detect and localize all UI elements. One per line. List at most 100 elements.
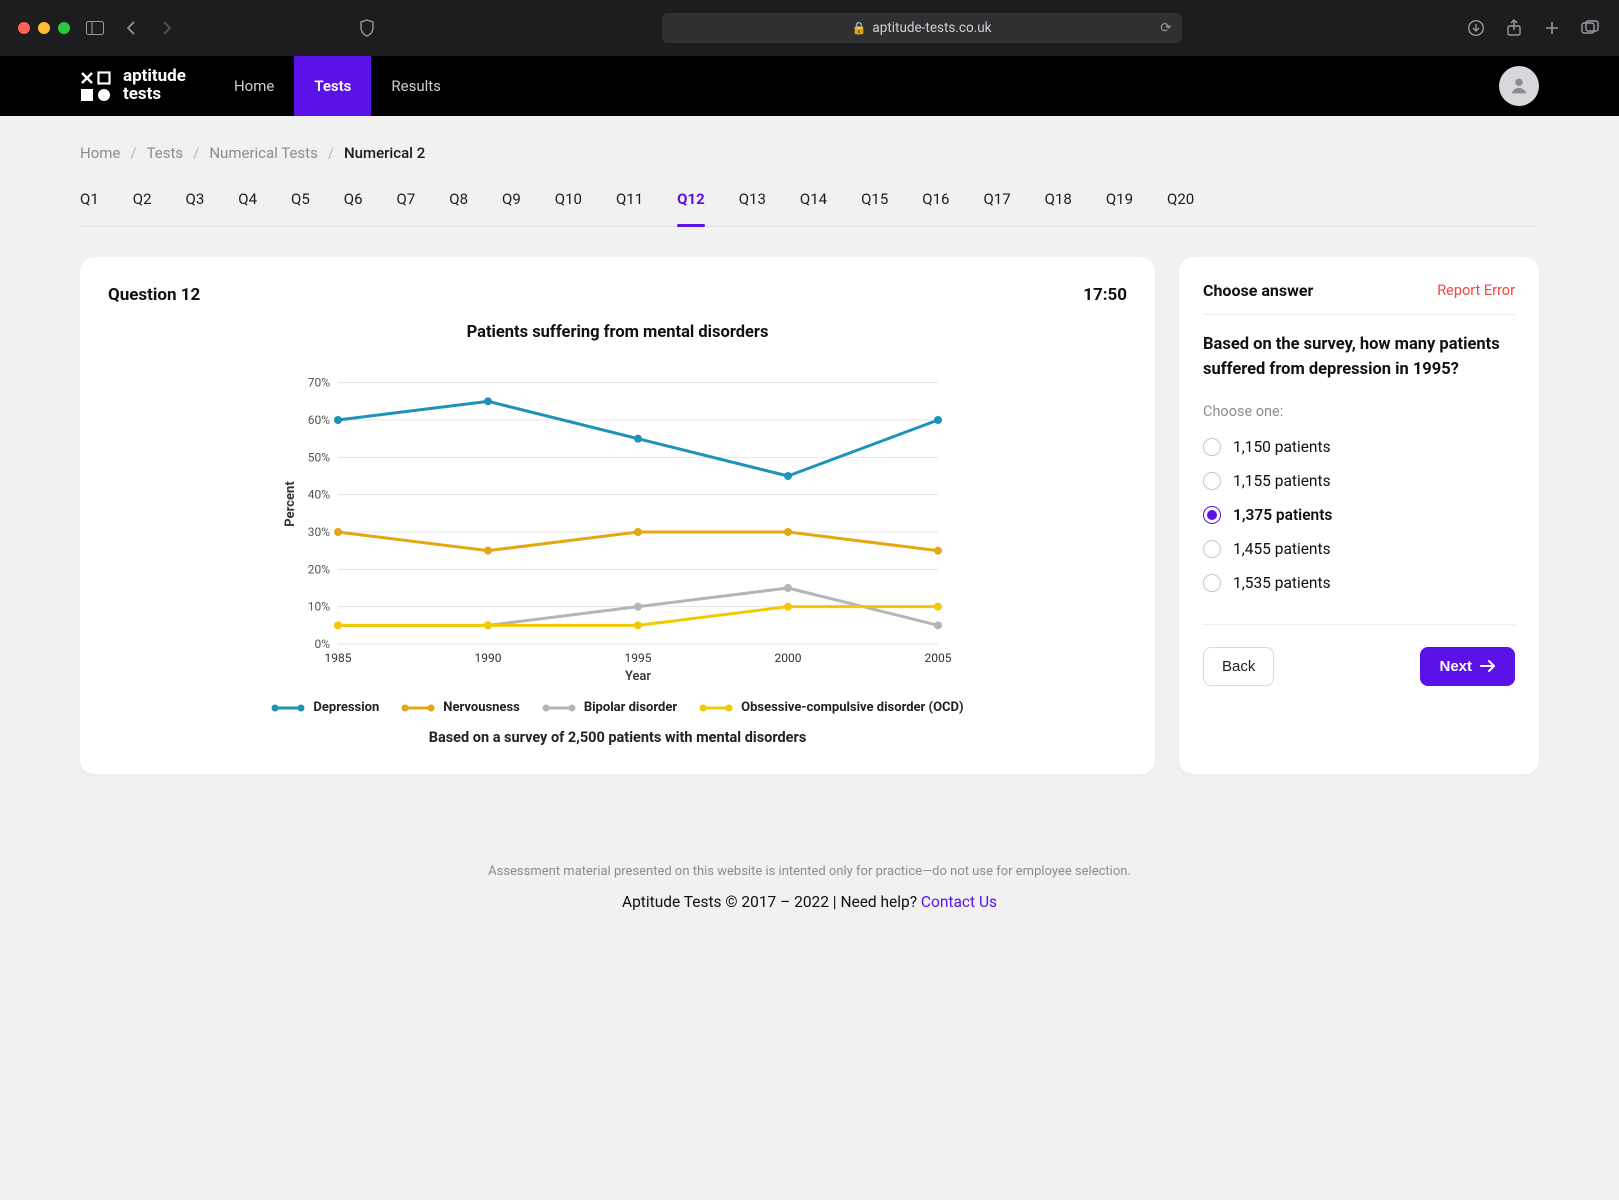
svg-text:20%: 20% <box>307 562 329 576</box>
address-bar[interactable]: 🔒 aptitude-tests.co.uk ⟳ <box>392 13 1451 43</box>
svg-text:1985: 1985 <box>324 651 351 665</box>
answer-option[interactable]: 1,455 patients <box>1203 532 1515 566</box>
question-tabs: Q1 Q2 Q3 Q4 Q5 Q6 Q7 Q8 Q9 Q10 Q11 Q12 Q13 Q14 Q15 Q16 Q… <box>80 190 1539 227</box>
question-tab[interactable]: Q7 <box>397 190 416 214</box>
question-tab[interactable]: Q1 <box>80 190 99 214</box>
question-tab[interactable]: Q11 <box>616 190 643 214</box>
svg-text:40%: 40% <box>307 488 329 502</box>
svg-text:30%: 30% <box>307 525 329 539</box>
copyright-line: Aptitude Tests © 2017 – 2022 | Need help… <box>80 893 1539 911</box>
nav-back-icon[interactable] <box>120 17 142 39</box>
legend-item: Nervousness <box>401 700 520 715</box>
chart-title: Patients suffering from mental disorders <box>108 323 1127 342</box>
answer-header: Choose answer <box>1203 281 1313 300</box>
svg-text:Percent: Percent <box>283 481 298 527</box>
question-tab[interactable]: Q8 <box>449 190 468 214</box>
zoom-dot[interactable] <box>58 22 70 34</box>
svg-text:60%: 60% <box>307 413 329 427</box>
option-label: 1,535 patients <box>1233 574 1331 592</box>
share-icon[interactable] <box>1503 17 1525 39</box>
next-button[interactable]: Next <box>1420 647 1515 686</box>
url-host: aptitude-tests.co.uk <box>872 20 991 36</box>
breadcrumb-link[interactable]: Numerical Tests <box>209 144 317 162</box>
radio-icon <box>1203 472 1221 490</box>
question-tab[interactable]: Q15 <box>861 190 888 214</box>
timer: 17:50 <box>1083 285 1127 305</box>
svg-text:70%: 70% <box>307 376 329 390</box>
user-icon <box>1508 75 1530 97</box>
radio-icon <box>1203 574 1221 592</box>
reload-icon[interactable]: ⟳ <box>1160 20 1171 36</box>
option-label: 1,375 patients <box>1233 506 1332 524</box>
question-tab[interactable]: Q10 <box>555 190 582 214</box>
breadcrumb-link[interactable]: Home <box>80 144 120 162</box>
answer-options: 1,150 patients 1,155 patients 1,375 patien… <box>1203 430 1515 600</box>
tabs-overview-icon[interactable] <box>1579 17 1601 39</box>
answer-option[interactable]: 1,155 patients <box>1203 464 1515 498</box>
question-tab[interactable]: Q14 <box>800 190 827 214</box>
footer: Assessment material presented on this we… <box>80 864 1539 911</box>
window-traffic-lights <box>18 22 70 34</box>
nav-forward-icon[interactable] <box>156 17 178 39</box>
answer-option[interactable]: 1,535 patients <box>1203 566 1515 600</box>
breadcrumb-sep: / <box>130 144 136 162</box>
svg-text:0%: 0% <box>314 637 330 651</box>
shield-icon[interactable] <box>356 17 378 39</box>
close-dot[interactable] <box>18 22 30 34</box>
svg-text:2005: 2005 <box>924 651 951 665</box>
question-tab[interactable]: Q6 <box>344 190 363 214</box>
minimize-dot[interactable] <box>38 22 50 34</box>
question-tab[interactable]: Q16 <box>922 190 949 214</box>
legend-label: Depression <box>313 700 379 715</box>
sidebar-toggle-icon[interactable] <box>84 17 106 39</box>
nav-link-results[interactable]: Results <box>371 56 461 116</box>
question-tab[interactable]: Q3 <box>186 190 205 214</box>
question-tab[interactable]: Q19 <box>1106 190 1133 214</box>
back-button[interactable]: Back <box>1203 647 1274 686</box>
downloads-icon[interactable] <box>1465 17 1487 39</box>
browser-top-bar: 🔒 aptitude-tests.co.uk ⟳ <box>0 0 1619 56</box>
brand-text: aptitude tests <box>123 68 186 104</box>
legend-item: Obsessive-compulsive disorder (OCD) <box>699 700 963 715</box>
question-tab[interactable]: Q4 <box>238 190 257 214</box>
brand-logo[interactable]: aptitude tests <box>80 68 186 104</box>
question-tab[interactable]: Q2 <box>133 190 152 214</box>
svg-text:2000: 2000 <box>774 651 801 665</box>
nav-links: HomeTestsResults <box>214 56 461 116</box>
chart-caption: Based on a survey of 2,500 patients with… <box>108 729 1127 746</box>
question-title: Question 12 <box>108 285 200 305</box>
nav-link-tests[interactable]: Tests <box>294 56 371 116</box>
question-tab[interactable]: Q5 <box>291 190 310 214</box>
brand-glyph-icon <box>80 71 111 102</box>
question-text: Based on the survey, how many patients s… <box>1203 333 1515 383</box>
breadcrumb-sep: / <box>193 144 199 162</box>
chart-legend: Depression Nervousness Bipolar disorder Obs… <box>108 700 1127 715</box>
svg-text:1995: 1995 <box>624 651 651 665</box>
question-tab[interactable]: Q13 <box>739 190 766 214</box>
answer-option[interactable]: 1,150 patients <box>1203 430 1515 464</box>
question-tab[interactable]: Q9 <box>502 190 521 214</box>
radio-icon <box>1203 438 1221 456</box>
lock-icon: 🔒 <box>851 21 866 35</box>
question-tab[interactable]: Q20 <box>1167 190 1194 214</box>
legend-label: Bipolar disorder <box>584 700 677 715</box>
question-tab[interactable]: Q18 <box>1045 190 1072 214</box>
avatar[interactable] <box>1499 66 1539 106</box>
report-error-link[interactable]: Report Error <box>1437 282 1515 299</box>
svg-text:Year: Year <box>624 669 650 684</box>
answer-option[interactable]: 1,375 patients <box>1203 498 1515 532</box>
legend-item: Bipolar disorder <box>542 700 677 715</box>
choose-one-label: Choose one: <box>1203 403 1515 420</box>
question-tab[interactable]: Q12 <box>677 190 705 214</box>
legend-label: Obsessive-compulsive disorder (OCD) <box>741 700 963 715</box>
nav-link-home[interactable]: Home <box>214 56 294 116</box>
svg-text:50%: 50% <box>307 450 329 464</box>
contact-link[interactable]: Contact Us <box>921 893 997 911</box>
option-label: 1,150 patients <box>1233 438 1331 456</box>
breadcrumb-link[interactable]: Tests <box>147 144 184 162</box>
app-navbar: aptitude tests HomeTestsResults <box>0 56 1619 116</box>
question-tab[interactable]: Q17 <box>983 190 1010 214</box>
new-tab-icon[interactable] <box>1541 17 1563 39</box>
legend-label: Nervousness <box>443 700 520 715</box>
breadcrumb: Home/Tests/Numerical Tests/Numerical 2 <box>80 144 1539 162</box>
